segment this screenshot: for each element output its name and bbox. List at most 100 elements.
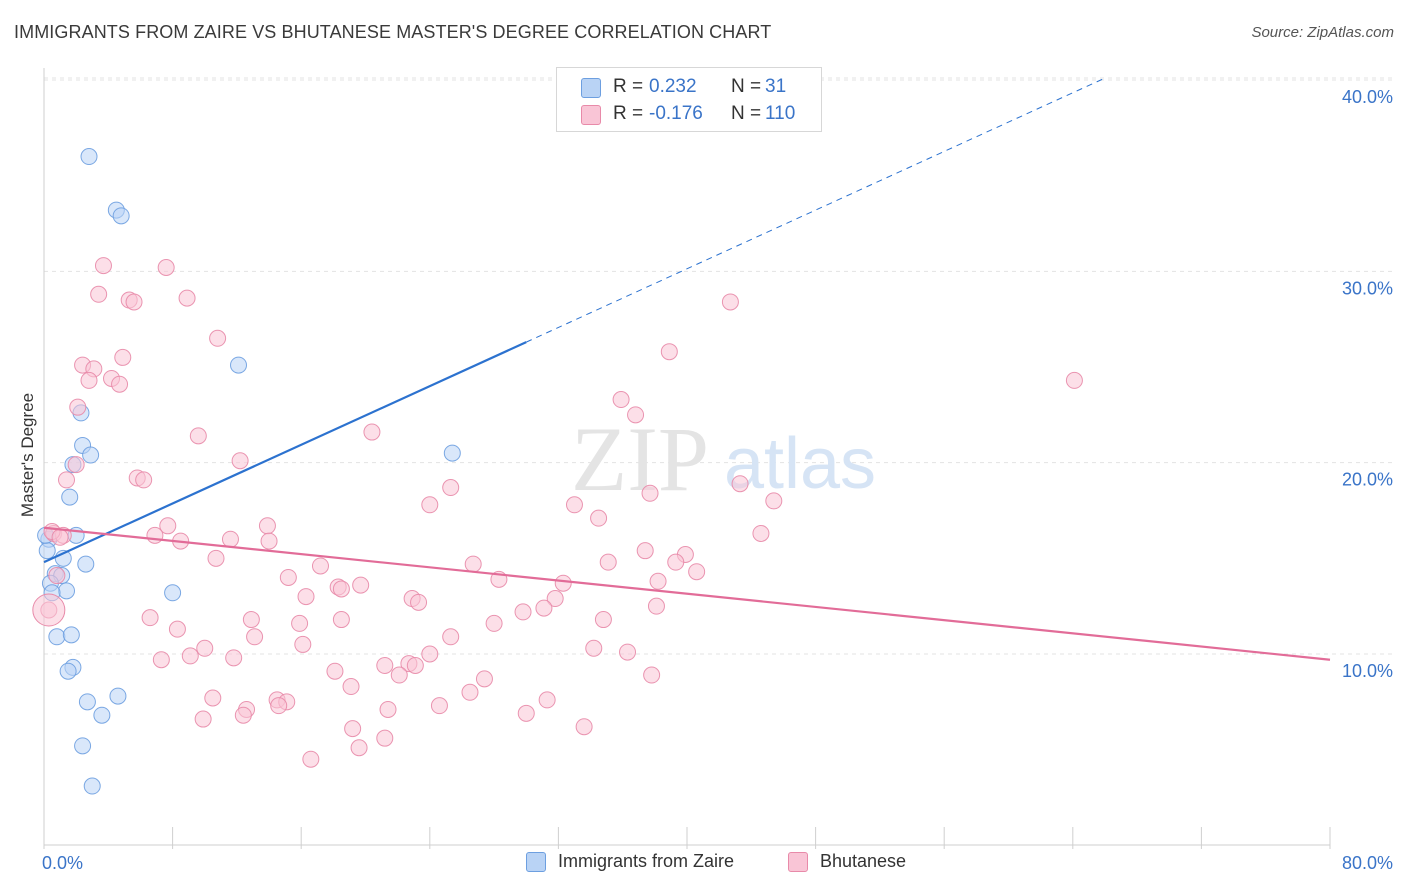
point-bhutanese: [342, 678, 360, 696]
point-bhutanese: [67, 456, 85, 474]
point-zaire: [78, 693, 96, 711]
point-bhutanese: [619, 643, 637, 661]
point-bhutanese: [326, 662, 344, 680]
point-bhutanese: [242, 611, 260, 629]
point-bhutanese: [189, 427, 207, 445]
point-bhutanese: [204, 689, 222, 707]
x-tick-label-min: 0.0%: [42, 853, 83, 873]
y-axis-label: Master's Degree: [18, 392, 37, 518]
point-bhutanese: [152, 651, 170, 669]
point-bhutanese: [538, 691, 556, 709]
point-bhutanese: [721, 293, 739, 311]
point-bhutanese: [517, 704, 535, 722]
point-bhutanese: [311, 557, 329, 575]
point-bhutanese: [667, 553, 685, 571]
point-bhutanese: [352, 576, 370, 594]
point-bhutanese: [363, 423, 381, 441]
bottom-legend-swatch-zaire: [526, 852, 546, 872]
point-bhutanese: [647, 597, 665, 615]
point-bhutanese: [464, 555, 482, 573]
point-bhutanese: [141, 609, 159, 627]
point-zaire: [83, 777, 101, 795]
point-bhutanese: [332, 580, 350, 598]
point-bhutanese: [332, 611, 350, 629]
point-bhutanese: [485, 614, 503, 632]
chart-title: IMMIGRANTS FROM ZAIRE VS BHUTANESE MASTE…: [14, 22, 772, 42]
point-bhutanese: [270, 697, 288, 715]
y-tick-label: 30.0%: [1342, 278, 1393, 298]
legend-swatch-bhutanese: [581, 105, 601, 125]
legend-n-value: 110: [765, 103, 796, 124]
point-bhutanese: [765, 492, 783, 510]
point-bhutanese: [612, 391, 630, 409]
point-bhutanese: [442, 628, 460, 646]
point-zaire: [74, 737, 92, 755]
point-bhutanese: [475, 670, 493, 688]
point-bhutanese: [221, 530, 239, 548]
point-zaire: [58, 582, 76, 600]
legend-n-label: N =: [731, 76, 762, 97]
point-bhutanese: [111, 375, 129, 393]
point-bhutanese: [51, 528, 69, 546]
point-bhutanese: [279, 568, 297, 586]
point-zaire: [77, 555, 95, 573]
bottom-legend-label-zaire: Immigrants from Zaire: [558, 851, 735, 871]
source-label: Source: ZipAtlas.com: [1251, 24, 1394, 41]
point-bhutanese: [590, 509, 608, 527]
point-zaire: [38, 542, 56, 560]
point-bhutanese: [90, 285, 108, 303]
bottom-legend-swatch-bhutanese: [788, 852, 808, 872]
point-bhutanese: [344, 720, 362, 738]
point-zaire: [230, 356, 248, 374]
point-bhutanese: [461, 683, 479, 701]
point-bhutanese: [157, 259, 175, 277]
point-bhutanese: [297, 588, 315, 606]
legend-n-label: N =: [731, 103, 762, 124]
point-zaire: [164, 584, 182, 602]
point-bhutanese: [554, 574, 572, 592]
point-bhutanese: [379, 700, 397, 718]
point-bhutanese: [376, 729, 394, 747]
x-tick-label-max: 80.0%: [1342, 853, 1393, 873]
point-zaire: [112, 207, 130, 225]
y-tick-label: 40.0%: [1342, 87, 1393, 107]
trend-line-bhutanese: [43, 526, 1331, 661]
point-bhutanese: [660, 343, 678, 361]
point-bhutanese: [159, 517, 177, 535]
point-zaire: [59, 662, 77, 680]
point-bhutanese: [114, 348, 132, 366]
point-bhutanese: [234, 706, 252, 724]
point-bhutanese: [125, 293, 143, 311]
point-bhutanese: [258, 517, 276, 535]
point-bhutanese: [196, 639, 214, 657]
point-bhutanese: [643, 666, 661, 684]
point-bhutanese: [430, 697, 448, 715]
point-bhutanese: [231, 452, 249, 470]
point-bhutanese: [168, 620, 186, 638]
point-bhutanese: [546, 590, 564, 608]
point-bhutanese: [207, 549, 225, 567]
point-zaire: [61, 488, 79, 506]
point-bhutanese: [627, 406, 645, 424]
point-bhutanese: [594, 611, 612, 629]
point-zaire: [443, 444, 461, 462]
point-bhutanese: [565, 496, 583, 514]
point-bhutanese: [246, 628, 264, 646]
legend-swatch-zaire: [581, 78, 601, 98]
point-bhutanese: [649, 572, 667, 590]
point-bhutanese: [514, 603, 532, 621]
point-zaire: [82, 446, 100, 464]
point-bhutanese: [585, 639, 603, 657]
point-bhutanese: [376, 656, 394, 674]
point-bhutanese: [641, 484, 659, 502]
point-bhutanese: [178, 289, 196, 307]
legend-r-label: R =: [613, 76, 644, 97]
point-bhutanese: [350, 739, 368, 757]
point-bhutanese: [410, 593, 428, 611]
y-tick-label: 10.0%: [1342, 661, 1393, 681]
legend-r-value: -0.176: [649, 103, 703, 124]
trend-line-zaire: [43, 341, 527, 564]
point-bhutanese: [421, 645, 439, 663]
bottom-legend-label-bhutanese: Bhutanese: [820, 851, 907, 871]
point-bhutanese: [69, 398, 87, 416]
